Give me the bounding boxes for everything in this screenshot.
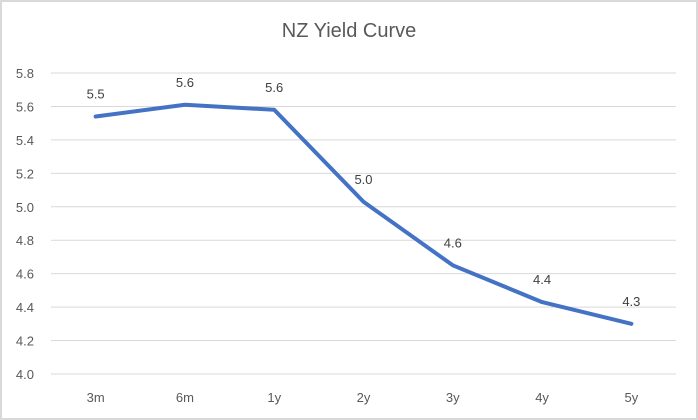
data-label: 5.5 [87, 86, 105, 101]
data-label: 4.3 [622, 294, 640, 309]
data-label: 4.4 [533, 272, 551, 287]
data-label: 4.6 [444, 235, 462, 250]
x-axis-ticks: 3m 6m 1y 2y 3y 4y 5y [87, 390, 639, 405]
x-tick-label: 2y [357, 390, 371, 405]
y-tick-label: 5.8 [16, 66, 34, 81]
data-label: 5.0 [354, 172, 372, 187]
y-tick-label: 5.6 [16, 99, 34, 114]
y-tick-label: 4.6 [16, 267, 34, 282]
y-axis-ticks: 4.0 4.2 4.4 4.6 4.8 5.0 5.2 5.4 5.6 5.8 [16, 66, 34, 382]
y-tick-label: 5.0 [16, 200, 34, 215]
x-tick-label: 3y [446, 390, 460, 405]
x-tick-label: 4y [535, 390, 549, 405]
series-line [93, 102, 634, 326]
x-tick-label: 5y [624, 390, 638, 405]
y-tick-label: 4.4 [16, 300, 34, 315]
data-labels: 5.5 5.6 5.6 5.0 4.6 4.4 4.3 [87, 75, 641, 309]
chart-title: NZ Yield Curve [281, 20, 417, 42]
y-tick-label: 4.8 [16, 233, 34, 248]
x-tick-label: 6m [176, 390, 194, 405]
x-tick-label: 1y [267, 390, 281, 405]
data-label: 5.6 [176, 75, 194, 90]
y-tick-label: 4.0 [16, 367, 34, 382]
data-label: 5.6 [265, 80, 283, 95]
x-tick-label: 3m [87, 390, 105, 405]
y-tick-label: 4.2 [16, 334, 34, 349]
gridlines [51, 72, 676, 375]
y-tick-label: 5.4 [16, 133, 34, 148]
y-tick-label: 5.2 [16, 166, 34, 181]
